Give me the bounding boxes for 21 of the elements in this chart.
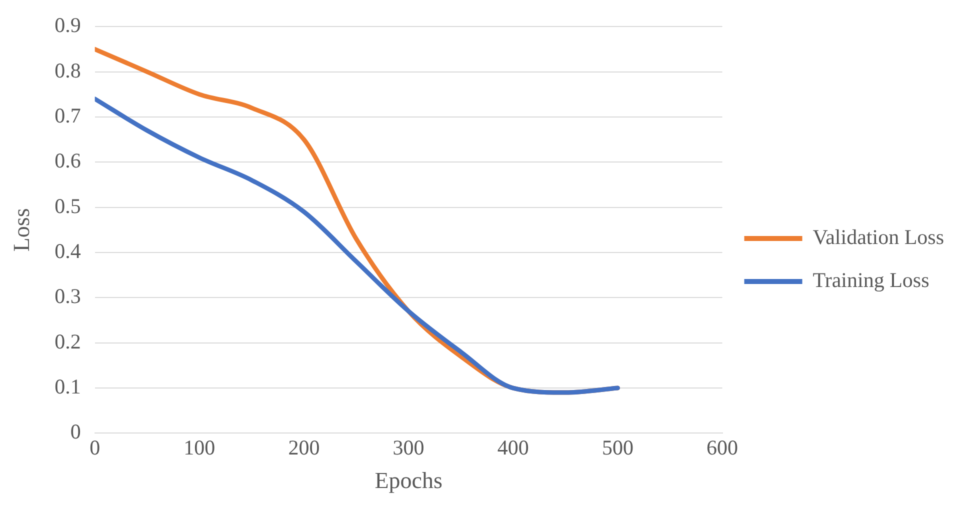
x-tick-label: 200 <box>288 435 320 460</box>
x-tick-label: 100 <box>184 435 216 460</box>
y-tick-label: 0.6 <box>54 148 81 173</box>
legend-label: Validation Loss <box>812 225 944 250</box>
x-tick-label: 600 <box>706 435 738 460</box>
y-tick-label: 0.7 <box>54 103 81 128</box>
x-tick-label: 400 <box>497 435 529 460</box>
legend-label: Training Loss <box>812 268 930 292</box>
y-tick-label: 0.3 <box>54 284 81 308</box>
x-tick-label: 0 <box>90 435 100 460</box>
y-tick-label: 0.5 <box>54 194 81 218</box>
y-axis-title: Loss <box>8 208 34 252</box>
y-tick-label: 0 <box>70 420 81 444</box>
x-axis-title: Epochs <box>374 468 442 494</box>
x-tick-label: 300 <box>392 435 424 460</box>
y-tick-label: 0.9 <box>54 13 81 38</box>
y-tick-label: 0.8 <box>54 58 81 82</box>
x-tick-label: 500 <box>602 435 634 460</box>
y-tick-label: 0.2 <box>54 329 81 354</box>
y-tick-label: 0.4 <box>54 239 82 264</box>
y-tick-label: 0.1 <box>54 374 81 399</box>
